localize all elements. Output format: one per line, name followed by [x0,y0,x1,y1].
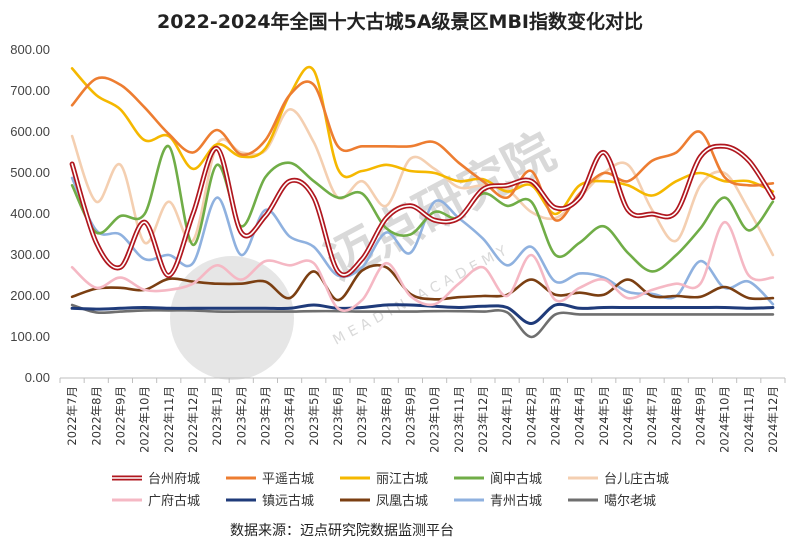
y-tick-label: 0.00 [25,370,50,385]
series-丽江古城 [70,66,775,216]
legend-item: 台州府城 [112,472,200,487]
series-噶尔老城 [70,303,775,339]
watermark-logo-icon [170,256,294,380]
legend-item: 台儿庄古城 [568,471,669,487]
x-tick-label: 2023年5月 [307,386,321,446]
series-line [70,108,775,257]
series-layer [69,66,776,339]
x-tick-label: 2023年2月 [234,386,248,446]
x-tick-label: 2022年8月 [89,386,103,446]
x-axis: 2022年7月 2022年8月 2022年9月 2022年10月 2022年11月 202… [59,377,786,453]
x-tick-label: 2024年5月 [597,386,611,446]
x-tick-label: 2023年6月 [331,386,345,446]
series-line-outline [69,143,776,279]
legend-item: 广府古城 [112,494,200,509]
x-tick-label: 2024年10月 [718,386,732,453]
x-tick-label: 2023年1月 [210,386,224,446]
y-tick-label: 400.00 [10,206,50,221]
series-line [70,220,775,312]
x-tick-label: 2023年10月 [428,386,442,453]
series-台儿庄古城 [70,108,775,257]
x-tick-label: 2024年3月 [548,386,562,446]
x-tick-label: 2023年4月 [283,386,297,446]
series-凤凰古城 [70,263,775,302]
legend-label: 阆中古城 [490,472,542,487]
y-axis: 0.00 100.00 200.00 300.00 400.00 500.00 600.00… [10,42,50,385]
y-tick-label: 600.00 [10,124,50,139]
x-tick-label: 2024年11月 [742,386,756,453]
y-tick-label: 100.00 [10,329,50,344]
x-tick-label: 2023年9月 [403,386,417,446]
x-tick-label: 2022年12月 [186,386,200,453]
chart-title: 2022-2024年全国十大古城5A级景区MBI指数变化对比 [157,10,643,33]
series-镇远古城 [70,302,775,325]
x-tick-label: 2024年4月 [573,386,587,446]
legend-label: 凤凰古城 [376,494,428,509]
y-tick-label: 300.00 [10,247,50,262]
legend-item: 镇远古城 [226,494,314,509]
legend-item: 凤凰古城 [340,494,428,509]
legend-label: 丽江古城 [376,472,428,487]
x-tick-label: 2023年8月 [379,386,393,446]
legend-item: 丽江古城 [340,472,428,487]
series-台州府城 [69,143,776,279]
legend-label: 台州府城 [148,472,200,487]
series-line [70,66,775,216]
series-line [70,176,775,306]
series-line [70,144,775,273]
series-青州古城 [70,176,775,306]
y-tick-label: 500.00 [10,165,50,180]
legend-label: 镇远古城 [262,494,314,509]
source-note: 数据来源：迈点研究院数据监测平台 [230,523,454,539]
series-line [70,302,775,325]
series-line [70,263,775,302]
legend-item: 平遥古城 [226,472,314,487]
legend-item: 青州古城 [454,494,542,509]
x-tick-label: 2022年7月 [65,386,79,446]
y-tick-label: 700.00 [10,83,50,98]
x-tick-label: 2024年1月 [500,386,514,446]
x-tick-label: 2024年6月 [621,386,635,446]
y-tick-label: 800.00 [10,42,50,57]
y-tick-label: 200.00 [10,288,50,303]
x-tick-label: 2024年12月 [766,386,780,453]
x-tick-label: 2022年9月 [113,386,127,446]
x-tick-label: 2024年2月 [524,386,538,446]
x-tick-label: 2023年12月 [476,386,490,453]
legend-item: 阆中古城 [454,472,542,487]
x-tick-label: 2024年9月 [693,386,707,446]
series-line [70,76,775,222]
legend-label: 平遥古城 [262,472,314,487]
legend-label: 广府古城 [148,494,200,509]
x-tick-label: 2023年3月 [258,386,272,446]
series-广府古城 [70,220,775,312]
series-line-inner [71,145,774,277]
x-tick-label: 2024年7月 [645,386,659,446]
legend-label: 噶尔老城 [604,494,656,509]
legend-label: 台儿庄古城 [604,471,669,487]
series-平遥古城 [70,76,775,222]
x-tick-label: 2022年11月 [162,386,176,453]
x-tick-label: 2022年10月 [138,386,152,453]
x-tick-label: 2024年8月 [669,386,683,446]
series-阆中古城 [70,144,775,273]
legend-label: 青州古城 [490,494,542,509]
x-tick-label: 2023年11月 [452,386,466,453]
legend-item: 噶尔老城 [568,494,656,509]
x-tick-label: 2023年7月 [355,386,369,446]
series-line [70,303,775,339]
